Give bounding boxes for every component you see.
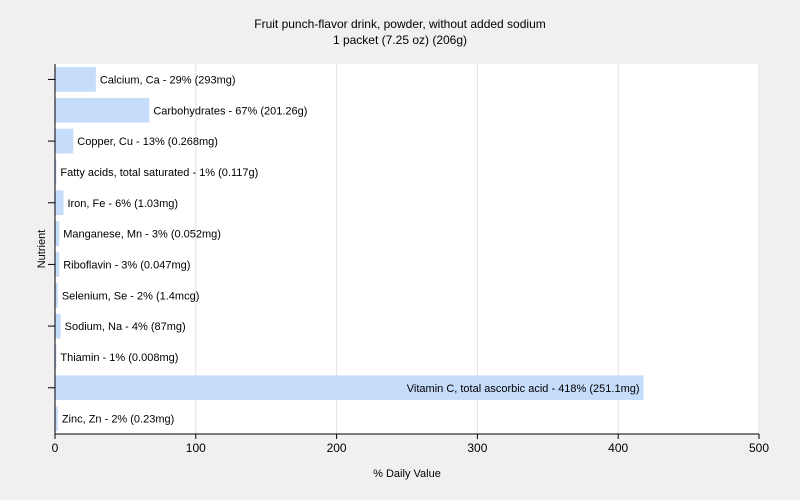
bar [55,128,74,154]
plot-area [55,64,759,434]
data-label: Copper, Cu - 13% (0.268mg) [77,136,218,148]
x-tick-label: 400 [608,441,628,455]
bar-labels: Calcium, Ca - 29% (293mg) Carbohydrates -… [60,74,639,425]
bar [55,221,60,246]
x-axis-label: % Daily Value [373,468,441,480]
data-label: Vitamin C, total ascorbic acid - 418% (2… [407,383,640,395]
data-label: Calcium, Ca - 29% (293mg) [100,74,236,86]
x-tick-label: 0 [52,441,59,455]
bars [55,67,644,431]
data-label: Selenium, Se - 2% (1.4mcg) [62,290,200,302]
axes: 0 100 200 300 400 500 [48,64,769,455]
bar [55,252,60,277]
data-label: Iron, Fe - 6% (1.03mg) [67,198,178,210]
data-label: Thiamin - 1% (0.008mg) [60,352,178,364]
data-label: Riboflavin - 3% (0.047mg) [63,259,190,271]
bar [55,159,57,185]
bar [55,344,57,370]
y-axis-label: Nutrient [36,230,48,269]
chart-subtitle: 1 packet (7.25 oz) (206g) [333,33,467,47]
data-label: Carbohydrates - 67% (201.26g) [153,105,307,117]
data-label: Fatty acids, total saturated - 1% (0.117… [60,167,258,179]
bar [55,282,58,308]
x-tick-label: 200 [327,441,347,455]
chart-title: Fruit punch-flavor drink, powder, withou… [254,17,546,31]
gridlines [195,64,760,434]
x-tick-label: 300 [467,441,487,455]
x-tick-label: 500 [749,441,769,455]
data-label: Manganese, Mn - 3% (0.052mg) [63,229,221,241]
bar [55,406,58,431]
bar [55,190,64,216]
x-tick-label: 100 [186,441,206,455]
bar [55,375,644,401]
data-label: Zinc, Zn - 2% (0.23mg) [62,414,174,426]
bar [55,97,150,123]
bar [55,313,61,339]
bar [55,67,96,92]
data-label: Sodium, Na - 4% (87mg) [65,321,186,333]
